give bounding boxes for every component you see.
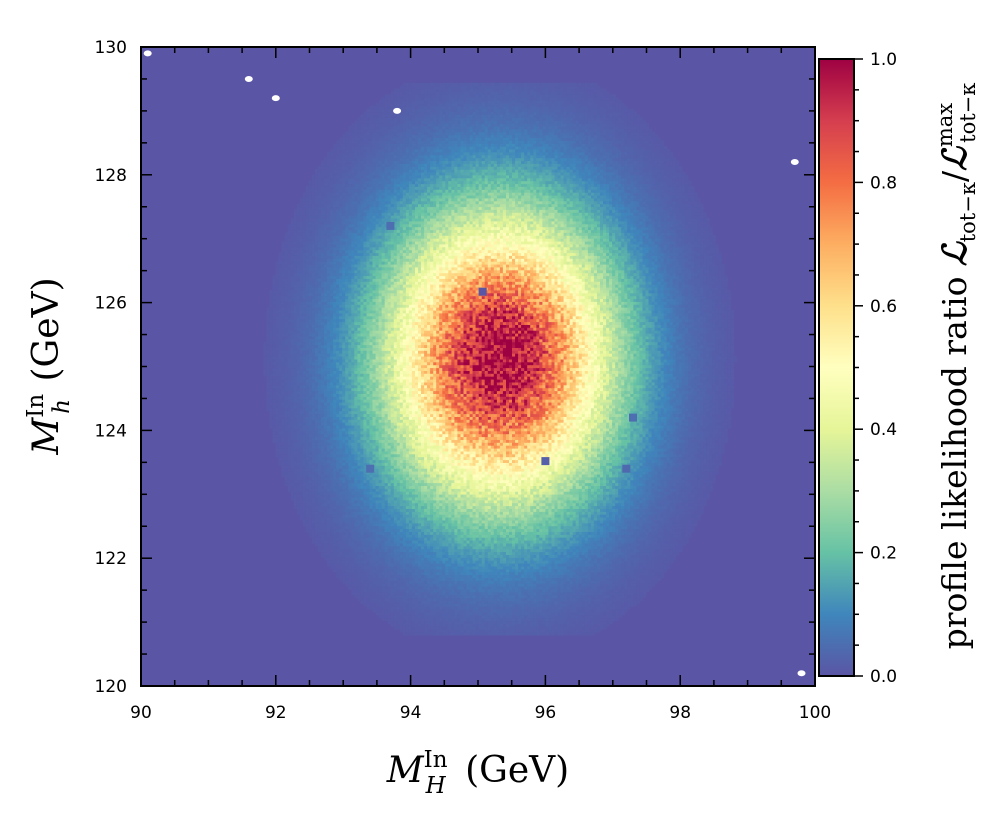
heatmap-cell — [272, 275, 276, 279]
heatmap-cell — [309, 181, 313, 185]
heatmap-cell — [291, 218, 295, 222]
heatmap-cell — [336, 140, 340, 144]
heatmap-cell — [318, 166, 322, 170]
heatmap-cell — [263, 342, 267, 346]
heatmap-cell — [354, 120, 358, 124]
heatmap-cell — [327, 152, 331, 156]
heatmap-cell — [345, 132, 349, 136]
heatmap-cell — [363, 112, 367, 116]
heatmap-cell — [282, 241, 286, 245]
heatmap-cells — [141, 47, 815, 686]
heatmap-cell — [300, 198, 304, 202]
heatmap-cell — [373, 106, 377, 110]
